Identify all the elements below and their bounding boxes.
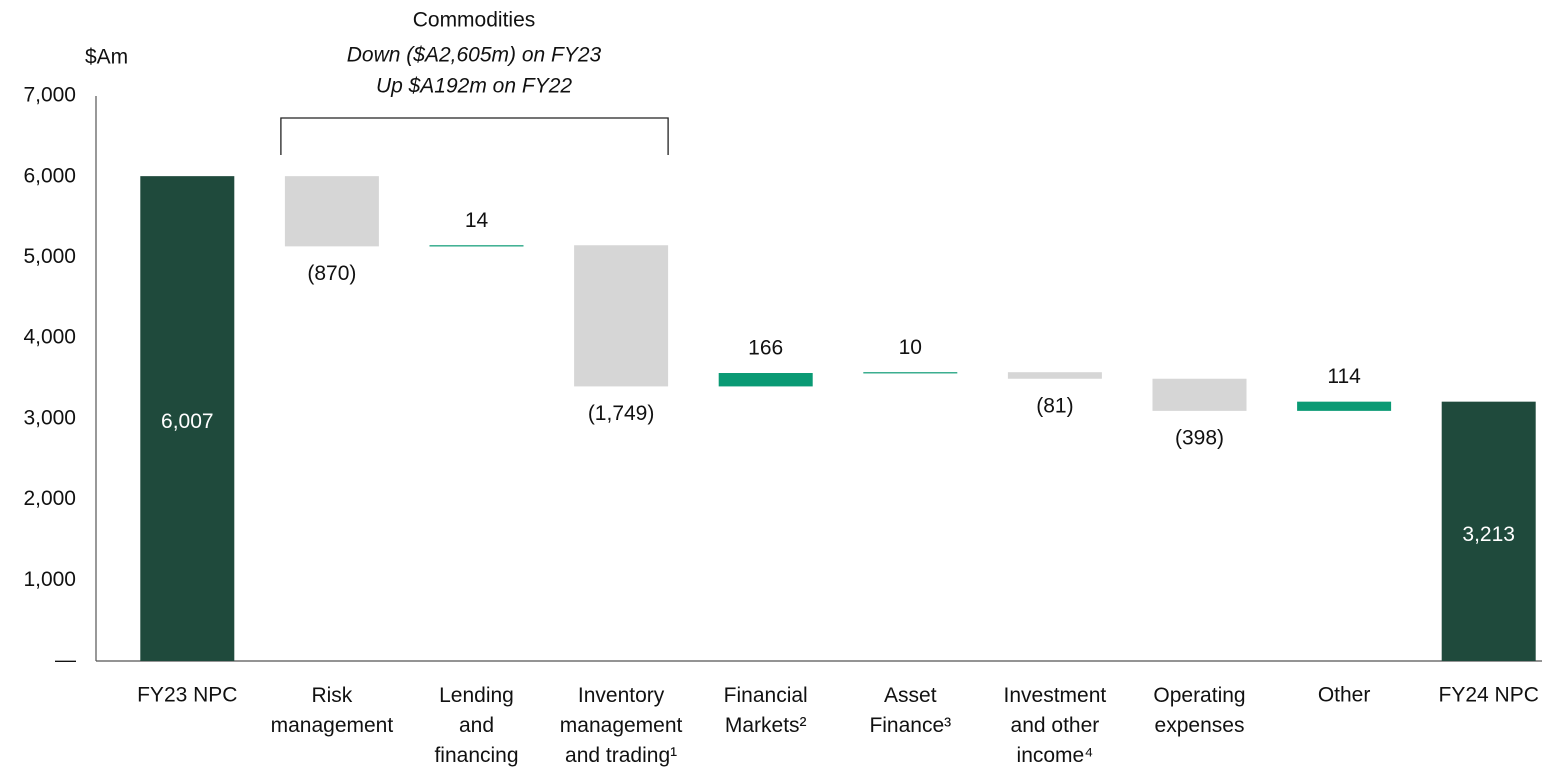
value-label: 14 bbox=[465, 209, 489, 232]
bar bbox=[863, 372, 958, 374]
y-tick-label: 6,000 bbox=[23, 164, 76, 187]
x-tick-label: FY24 NPC bbox=[1439, 684, 1539, 707]
x-tick-label: Lending and financing bbox=[434, 684, 518, 767]
annotation-line: Up $A192m on FY22 bbox=[376, 75, 572, 98]
value-label: 114 bbox=[1327, 365, 1361, 388]
y-tick-label: 3,000 bbox=[23, 406, 76, 429]
bar bbox=[429, 245, 524, 247]
y-tick-label: 7,000 bbox=[23, 84, 76, 107]
bracket bbox=[280, 117, 669, 155]
value-label: 3,213 bbox=[1462, 523, 1515, 546]
bar bbox=[1152, 378, 1247, 411]
y-tick-label: 5,000 bbox=[23, 245, 76, 268]
y-tick-label: 1,000 bbox=[23, 568, 76, 591]
x-tick-label: Asset Finance³ bbox=[869, 684, 951, 737]
x-tick-label: Financial Markets² bbox=[724, 684, 808, 737]
value-label: (1,749) bbox=[588, 402, 655, 425]
bar bbox=[1007, 372, 1102, 379]
annotation-title: Commodities bbox=[413, 9, 536, 32]
bar bbox=[1441, 401, 1536, 661]
value-label: (398) bbox=[1175, 426, 1224, 449]
x-tick-label: Other bbox=[1318, 684, 1371, 707]
annotation-line: Down ($A2,605m) on FY23 bbox=[347, 44, 602, 67]
value-label: 10 bbox=[899, 336, 922, 359]
y-tick-label: — bbox=[55, 649, 76, 672]
y-tick-label: 2,000 bbox=[23, 487, 76, 510]
bar bbox=[718, 373, 813, 387]
value-label: (81) bbox=[1036, 394, 1073, 417]
bar bbox=[1297, 401, 1392, 411]
x-tick-label: Investment and other income⁴ bbox=[1004, 684, 1107, 767]
x-tick-label: Operating expenses bbox=[1153, 684, 1245, 737]
y-tick-label: 4,000 bbox=[23, 326, 76, 349]
value-label: 6,007 bbox=[161, 410, 214, 433]
x-tick-label: FY23 NPC bbox=[137, 684, 237, 707]
y-unit: $Am bbox=[85, 46, 128, 69]
value-label: (870) bbox=[307, 262, 356, 285]
x-tick-label: Inventory management and trading¹ bbox=[560, 684, 683, 767]
x-tick-label: Risk management bbox=[271, 684, 394, 737]
bar bbox=[140, 176, 235, 661]
bar bbox=[574, 245, 669, 387]
value-label: 166 bbox=[748, 337, 783, 360]
bar bbox=[284, 176, 379, 247]
